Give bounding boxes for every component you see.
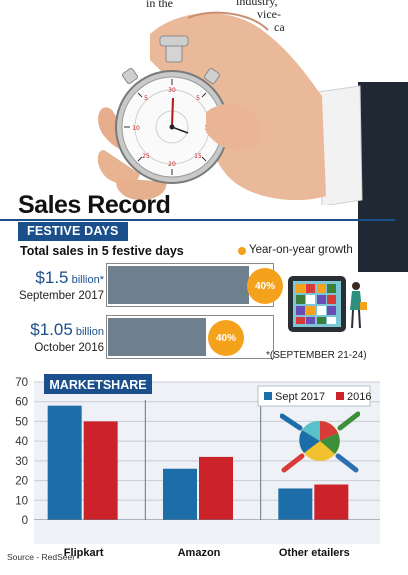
bar-amazon-1 — [199, 456, 233, 520]
x-tick-label: Amazon — [178, 547, 221, 559]
y-tick-label: 0 — [22, 515, 28, 527]
x-tick-label: Flipkart — [64, 547, 104, 559]
sales-period-2016: October 2016 — [34, 342, 104, 354]
legend-box — [257, 385, 371, 407]
x-tick-label: Other etailers — [279, 547, 350, 559]
sales-bar-2017 — [108, 266, 249, 304]
bar-flipkart-1 — [83, 421, 118, 520]
bar-flipkart-0 — [47, 405, 82, 520]
sales-period-2017: September 2017 — [18, 290, 104, 302]
title-divider — [0, 219, 395, 221]
footnote-text: *(SEPTEMBER 21-24) — [266, 350, 367, 361]
fragment-text: in the — [146, 0, 173, 10]
shopper-figure-icon — [350, 282, 367, 329]
fragment-text: industry, — [236, 0, 278, 8]
bar-other-etailers-0 — [278, 488, 313, 520]
svg-text:20: 20 — [168, 161, 176, 168]
sales-value-2016: $1.05 billion — [0, 320, 104, 340]
y-tick-label: 20 — [15, 476, 28, 488]
sales-value-2017: $1.5 billion* — [0, 268, 104, 288]
sales-amount: $1.5 — [35, 268, 69, 287]
footnote-mark: * — [99, 274, 104, 286]
y-tick-label: 10 — [15, 495, 28, 507]
svg-text:30: 30 — [168, 87, 176, 94]
svg-text:15: 15 — [194, 153, 202, 160]
y-tick-label: 30 — [15, 456, 28, 468]
svg-text:5: 5 — [196, 95, 200, 102]
sales-bar-2016 — [108, 318, 206, 356]
y-tick-label: 50 — [15, 416, 28, 428]
legend-label: Sept 2017 — [275, 391, 325, 403]
page-title: Sales Record — [18, 191, 171, 219]
sales-unit: billion — [75, 326, 104, 338]
chart-title: MARKETSHARE — [49, 378, 146, 392]
growth-legend-label: Year-on-year growth — [249, 244, 353, 256]
suit-sleeve — [358, 82, 408, 272]
bar-other-etailers-1 — [314, 484, 349, 520]
source-note: Source - RedSeer — [7, 552, 76, 562]
festive-subtitle: Total sales in 5 festive days — [20, 244, 184, 258]
sales-unit: billion — [71, 274, 100, 286]
pie-hands-icon — [280, 411, 360, 473]
legend-label: 2016 — [347, 391, 371, 403]
chart-title-pill — [44, 374, 152, 394]
fragment-text: vice- — [257, 7, 281, 21]
svg-text:5: 5 — [144, 95, 148, 102]
legend-swatch — [264, 392, 272, 400]
x-axis-band — [34, 520, 380, 544]
growth-legend-dot — [238, 247, 246, 255]
tablet-shopping-icon — [288, 276, 367, 332]
y-tick-label: 60 — [15, 397, 28, 409]
svg-text:25: 25 — [142, 153, 150, 160]
festive-days-pill: FESTIVE DAYS — [18, 222, 128, 241]
sales-bar-frame — [106, 315, 274, 359]
growth-badge-2016: 40% — [208, 320, 244, 356]
svg-text:10: 10 — [132, 125, 140, 132]
growth-badge-2017: 40% — [247, 268, 283, 304]
bar-amazon-0 — [163, 468, 197, 520]
y-tick-label: 70 — [15, 377, 28, 389]
sales-amount: $1.05 — [30, 320, 73, 339]
y-tick-label: 40 — [15, 436, 28, 448]
legend-swatch — [336, 392, 344, 400]
fragment-text: ca — [274, 20, 285, 34]
